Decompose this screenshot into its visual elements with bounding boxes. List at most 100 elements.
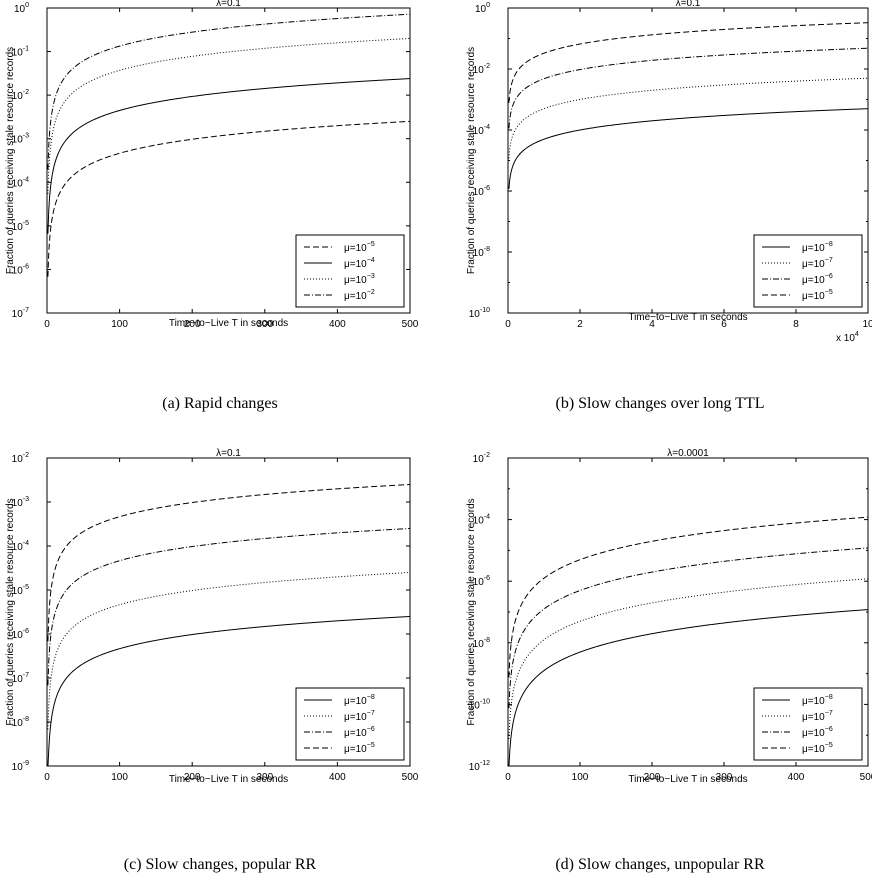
y-tick-label: 10-7: [12, 672, 29, 685]
y-tick-label: 10-5: [12, 220, 29, 233]
y-tick-label: 10-2: [12, 89, 29, 102]
x-tick-label: 400: [329, 319, 346, 330]
y-axis-label: Fraction of queries receiving stale reso…: [466, 498, 477, 725]
y-tick-label: 10-6: [12, 628, 29, 641]
y-tick-label: 10-8: [12, 716, 29, 729]
legend-entry: μ=10−3: [344, 273, 375, 286]
series-line: [508, 108, 868, 189]
legend-entry: μ=10−4: [344, 257, 375, 270]
series-line: [508, 77, 868, 159]
chart-a: λ=0.1 0 100 200 300 400 500 10-7 10-6 10-5 10-4 10-…: [5, 0, 419, 330]
series-line: [47, 13, 410, 170]
x-tick-label: 100: [111, 772, 128, 783]
x-tick-label: 200: [184, 772, 201, 783]
y-tick-label: 10-6: [12, 263, 29, 276]
caption-a: (a) Rapid changes: [162, 395, 278, 412]
series-line: [47, 615, 410, 766]
x-tick-label: 4: [649, 319, 655, 330]
legend-entry: μ=10−2: [344, 289, 375, 302]
series-line: [508, 516, 868, 678]
y-tick-label: 10-7: [12, 307, 29, 320]
series-line: [508, 578, 868, 739]
x-axis-label: Time−to−Live T in seconds: [628, 312, 747, 323]
caption-b: (b) Slow changes over long TTL: [555, 395, 765, 412]
series-line: [508, 547, 868, 709]
chart-title: λ=0.1: [216, 448, 241, 459]
chart-title: λ=0.0001: [667, 448, 709, 459]
y-tick-label: 10-3: [12, 133, 29, 146]
y-tick-label: 10-6: [473, 185, 490, 198]
series-line: [47, 78, 410, 234]
y-tick-label: 10-1: [12, 46, 29, 59]
y-tick-label: 10-9: [12, 760, 29, 773]
x-tick-label: 300: [256, 319, 273, 330]
legend-entry: μ=10−6: [802, 726, 833, 739]
x-axis-label: Time−to−Live T in seconds: [628, 774, 747, 785]
legend-entry: μ=10−6: [802, 273, 833, 286]
y-tick-label: 10-12: [469, 760, 490, 773]
chart-b: λ=0.1 0 2 4 6 8 10x 104 10-10 10-8 10-6 10-4 10-2 10…: [466, 0, 872, 344]
x-multiplier: x 104: [836, 331, 859, 344]
series-line: [47, 37, 410, 194]
y-tick-label: 10-8: [473, 637, 490, 650]
x-tick-label: 6: [721, 319, 727, 330]
legend-entry: μ=10−8: [802, 694, 833, 707]
x-tick-label: 500: [402, 319, 419, 330]
series-line: [508, 47, 868, 129]
legend-entry: μ=10−7: [802, 257, 833, 270]
legend-entry: μ=10−5: [802, 289, 833, 302]
x-tick-label: 0: [505, 772, 511, 783]
x-axis-label: Time−to−Live T in seconds: [169, 318, 288, 329]
x-tick-label: 8: [793, 319, 799, 330]
y-tick-label: 10-3: [12, 496, 29, 509]
y-tick-label: 10-2: [473, 452, 490, 465]
x-tick-label: 400: [788, 772, 805, 783]
y-tick-label: 10-4: [12, 176, 29, 189]
chart-title: λ=0.1: [676, 0, 701, 9]
y-tick-label: 100: [475, 2, 490, 15]
x-tick-label: 100: [572, 772, 589, 783]
series-line: [47, 483, 410, 642]
x-tick-label: 200: [644, 772, 661, 783]
x-tick-label: 400: [329, 772, 346, 783]
caption-d: (d) Slow changes, unpopular RR: [555, 856, 765, 873]
y-axis-label: Fraction of queries receiving stale reso…: [5, 498, 16, 725]
x-tick-label: 300: [256, 772, 273, 783]
series-line: [47, 571, 410, 730]
chart-d: λ=0.0001 0 100 200 300 400 500 10-12 10-10 10-8 10…: [466, 448, 872, 785]
x-tick-label: 10: [862, 319, 872, 330]
y-tick-label: 10-10: [469, 698, 490, 711]
chart-title: λ=0.1: [216, 0, 241, 9]
x-tick-label: 200: [184, 319, 201, 330]
legend-entry: μ=10−7: [344, 710, 375, 723]
legend-entry: μ=10−7: [802, 710, 833, 723]
x-axis-label: Time−to−Live T in seconds: [169, 774, 288, 785]
x-tick-label: 300: [716, 772, 733, 783]
y-tick-label: 100: [14, 2, 29, 15]
y-tick-label: 10-2: [473, 63, 490, 76]
y-tick-label: 10-4: [12, 540, 29, 553]
y-axis-label: Fraction of queries receiving stale reso…: [5, 47, 16, 274]
caption-c: (c) Slow changes, popular RR: [123, 856, 317, 873]
legend-entry: μ=10−8: [344, 694, 375, 707]
y-tick-label: 10-6: [473, 575, 490, 588]
y-tick-label: 10-2: [12, 452, 29, 465]
x-tick-label: 100: [111, 319, 128, 330]
series-line: [508, 609, 868, 766]
x-tick-label: 500: [402, 772, 419, 783]
series-line: [47, 120, 410, 277]
x-tick-label: 2: [577, 319, 583, 330]
x-tick-label: 0: [505, 319, 511, 330]
series-line: [508, 22, 868, 103]
x-tick-label: 0: [44, 319, 50, 330]
legend-entry: μ=10−5: [344, 241, 375, 254]
x-tick-label: 500: [860, 772, 872, 783]
y-tick-label: 10-5: [12, 584, 29, 597]
y-tick-label: 10-4: [473, 124, 490, 137]
series-line: [47, 527, 410, 686]
x-tick-label: 0: [44, 772, 50, 783]
y-axis-label: Fraction of queries receiving stale reso…: [466, 47, 477, 274]
legend-entry: μ=10−5: [802, 742, 833, 755]
legend-entry: μ=10−5: [344, 742, 375, 755]
legend-entry: μ=10−6: [344, 726, 375, 739]
